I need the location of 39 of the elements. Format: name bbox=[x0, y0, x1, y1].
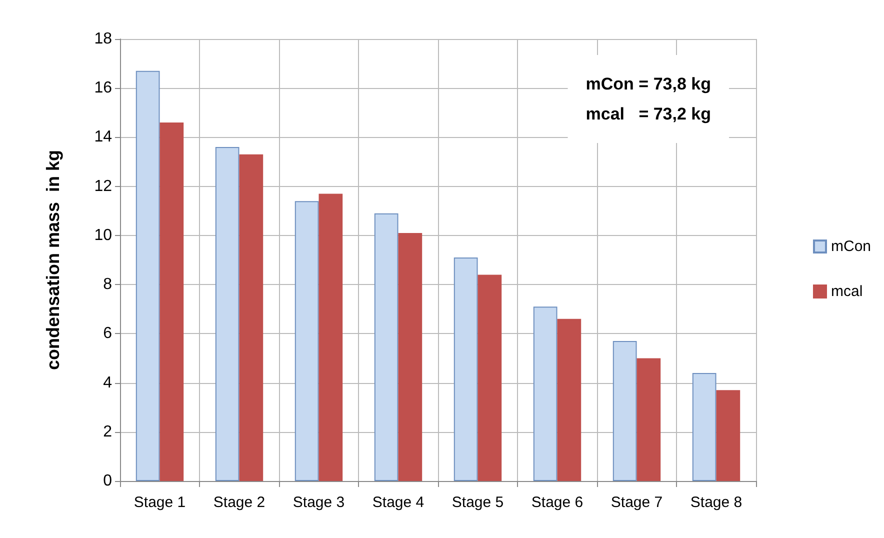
bar bbox=[478, 274, 502, 481]
x-tick-label: Stage 8 bbox=[690, 494, 742, 511]
annotation: mCon = 73,8 kg bbox=[586, 74, 711, 94]
x-tick-label: Stage 3 bbox=[292, 494, 345, 511]
x-tick-label: Stage 5 bbox=[452, 494, 504, 511]
annotation: mcal = 73,2 kg bbox=[586, 104, 711, 124]
x-tick-label: Stage 1 bbox=[134, 494, 186, 511]
x-tick-label: Stage 2 bbox=[213, 494, 266, 511]
bar bbox=[239, 154, 264, 481]
legend-label: mcal bbox=[830, 283, 863, 300]
bar bbox=[374, 213, 398, 481]
x-tick-label: Stage 6 bbox=[531, 494, 584, 511]
y-axis-title: condensation mass in kg bbox=[43, 150, 63, 370]
bar bbox=[636, 358, 661, 481]
y-tick-label: 10 bbox=[94, 226, 112, 244]
bar bbox=[557, 318, 582, 481]
bar bbox=[533, 306, 558, 481]
bar bbox=[160, 122, 184, 481]
y-tick-label: 16 bbox=[94, 80, 112, 97]
bar bbox=[136, 70, 160, 481]
x-tick-label: Stage 4 bbox=[372, 494, 424, 511]
y-tick-label: 12 bbox=[94, 178, 112, 195]
y-tick-label: 0 bbox=[103, 472, 112, 490]
bar bbox=[294, 201, 319, 481]
bar bbox=[454, 258, 478, 481]
bar bbox=[612, 341, 637, 481]
x-tick-label: Stage 7 bbox=[610, 494, 663, 511]
y-tick-label: 18 bbox=[94, 30, 112, 48]
y-tick-label: 14 bbox=[94, 128, 112, 146]
bar bbox=[716, 390, 740, 481]
y-tick-label: 6 bbox=[103, 325, 112, 342]
bar bbox=[398, 232, 422, 481]
legend-label: mCon bbox=[830, 238, 872, 255]
y-tick-label: 8 bbox=[103, 276, 112, 294]
y-tick-label: 4 bbox=[103, 374, 112, 392]
bar bbox=[692, 372, 716, 481]
bar bbox=[215, 147, 240, 481]
bar bbox=[318, 194, 343, 481]
y-tick-label: 2 bbox=[103, 423, 112, 440]
